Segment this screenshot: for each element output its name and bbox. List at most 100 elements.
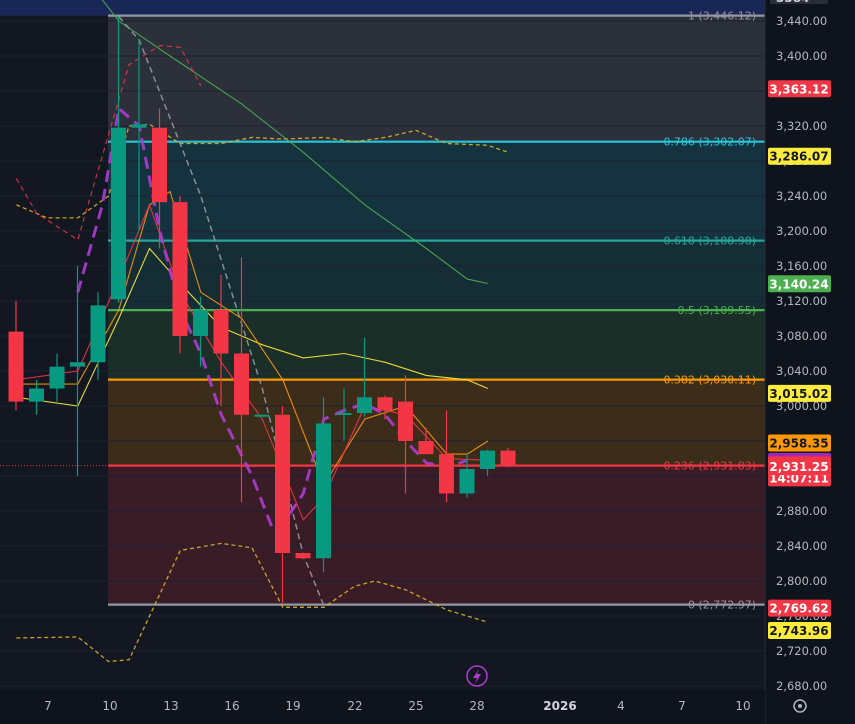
fib-label-1: 1 (3,446.12) xyxy=(688,10,756,23)
candle-body-21 xyxy=(439,454,454,494)
red-dashed-trend xyxy=(15,44,202,241)
candle-2 xyxy=(49,353,65,402)
price-tag-8 xyxy=(768,599,831,617)
top-band xyxy=(0,0,765,16)
y-tick-label-5: 3,240.00 xyxy=(776,189,827,203)
candle-body-13 xyxy=(275,414,290,553)
candle-body-0 xyxy=(8,331,24,402)
candle-body-6 xyxy=(131,124,147,128)
fib-band-2 xyxy=(108,240,765,311)
candle-body-8 xyxy=(172,202,188,336)
candle-body-17 xyxy=(357,397,372,413)
gray-dashed-trend xyxy=(118,16,325,606)
x-tick-label-0: 7 xyxy=(44,699,52,713)
fib-band-4 xyxy=(108,379,765,466)
price-tag-4 xyxy=(768,434,831,452)
x-tick-label-7: 28 xyxy=(469,699,484,713)
fib-label-0: 0 (2,772.97) xyxy=(688,599,756,612)
candle-body-18 xyxy=(377,397,393,411)
candle-16 xyxy=(336,388,352,441)
price-tag-2 xyxy=(768,275,831,293)
y-tick-label-6: 3,200.00 xyxy=(776,224,827,238)
fib-label-0.382: 0.382 (3,030.11) xyxy=(663,374,756,387)
price-tag-0 xyxy=(768,80,831,98)
top-partial-tag xyxy=(770,0,828,4)
bollinger-upper-dashed xyxy=(16,123,509,219)
fib-label-0.5: 0.5 (3,109.55) xyxy=(677,304,756,317)
candle-24 xyxy=(500,448,516,468)
time-axis xyxy=(0,690,765,724)
bollinger-lower-dashed xyxy=(16,542,488,663)
x-tick-label-9: 4 xyxy=(617,699,625,713)
x-tick-label-8: 2026 xyxy=(543,699,576,713)
candle-body-2 xyxy=(49,366,65,389)
candle-12 xyxy=(254,414,270,417)
y-tick-label-9: 3,080.00 xyxy=(776,329,827,343)
fib-label-0.618: 0.618 (3,188.98) xyxy=(663,235,756,248)
candle-22 xyxy=(459,454,475,498)
fib-band-1 xyxy=(108,141,765,241)
ma-green-line xyxy=(101,0,488,285)
candle-11 xyxy=(234,257,249,503)
candle-body-9 xyxy=(193,309,208,336)
candle-18 xyxy=(377,395,393,420)
candle-body-14 xyxy=(295,553,311,559)
candle-body-4 xyxy=(90,305,106,363)
candle-body-11 xyxy=(234,353,249,415)
candle-23 xyxy=(480,449,495,476)
y-tick-label-19: 2,680.00 xyxy=(776,679,827,693)
price-tag-text-4: 2,958.35 xyxy=(769,436,828,450)
price-tag-text-8: 2,769.62 xyxy=(769,602,828,616)
y-tick-label-7: 3,160.00 xyxy=(776,259,827,273)
y-tick-label-11: 3,000.00 xyxy=(776,399,827,413)
lightning-icon-circle xyxy=(466,665,488,687)
y-tick-label-3: 3,320.00 xyxy=(776,119,827,133)
y-tick-label-0: 3,440.00 xyxy=(776,14,827,28)
candle-body-3 xyxy=(70,362,85,367)
lightning-icon[interactable] xyxy=(466,665,488,687)
candle-body-7 xyxy=(152,127,167,203)
x-tick-label-11: 10 xyxy=(735,699,750,713)
price-tag-1 xyxy=(768,147,831,165)
fib-label-0.236: 0.236 (2,931.83) xyxy=(663,460,756,473)
price-tag-7 xyxy=(768,458,831,476)
candle-15 xyxy=(316,397,331,573)
gear-icon[interactable] xyxy=(793,699,807,713)
fib-band-5 xyxy=(108,465,765,605)
candle-body-10 xyxy=(213,309,229,354)
candle-body-1 xyxy=(29,388,44,402)
x-tick-label-10: 7 xyxy=(678,699,686,713)
candle-8 xyxy=(172,196,188,354)
candle-1 xyxy=(29,379,44,415)
candle-20 xyxy=(418,427,434,455)
gear-icon-ring xyxy=(793,699,807,713)
y-tick-label-10: 3,040.00 xyxy=(776,364,827,378)
candle-13 xyxy=(275,406,290,603)
price-tag-text-7: 2,931.25 xyxy=(769,460,828,474)
candle-3 xyxy=(70,266,85,476)
candle-21 xyxy=(439,410,454,503)
gear-icon-hub xyxy=(798,704,802,708)
candle-body-24 xyxy=(500,450,516,465)
y-tick-label-1: 3,400.00 xyxy=(776,49,827,63)
y-tick-label-14: 2,880.00 xyxy=(776,504,827,518)
x-tick-label-1: 10 xyxy=(102,699,117,713)
y-tick-label-16: 2,800.00 xyxy=(776,574,827,588)
price-tag-text-1: 3,286.07 xyxy=(769,150,828,164)
candle-body-22 xyxy=(459,469,475,494)
candle-body-5 xyxy=(111,127,126,300)
lightning-icon-bolt xyxy=(473,669,481,684)
x-tick-label-5: 22 xyxy=(347,699,362,713)
price-tag-text-3: 3,015.02 xyxy=(769,387,828,401)
price-tag-text-2: 3,140.24 xyxy=(769,277,828,291)
candle-19 xyxy=(398,375,413,494)
y-tick-label-18: 2,720.00 xyxy=(776,644,827,658)
fib-label-0.786: 0.786 (3,302.07) xyxy=(663,136,756,149)
y-tick-label-15: 2,840.00 xyxy=(776,539,827,553)
candles-group xyxy=(8,16,516,603)
candle-6 xyxy=(131,38,147,231)
candle-10 xyxy=(213,274,229,406)
candle-body-12 xyxy=(254,414,270,417)
x-tick-label-3: 16 xyxy=(224,699,239,713)
